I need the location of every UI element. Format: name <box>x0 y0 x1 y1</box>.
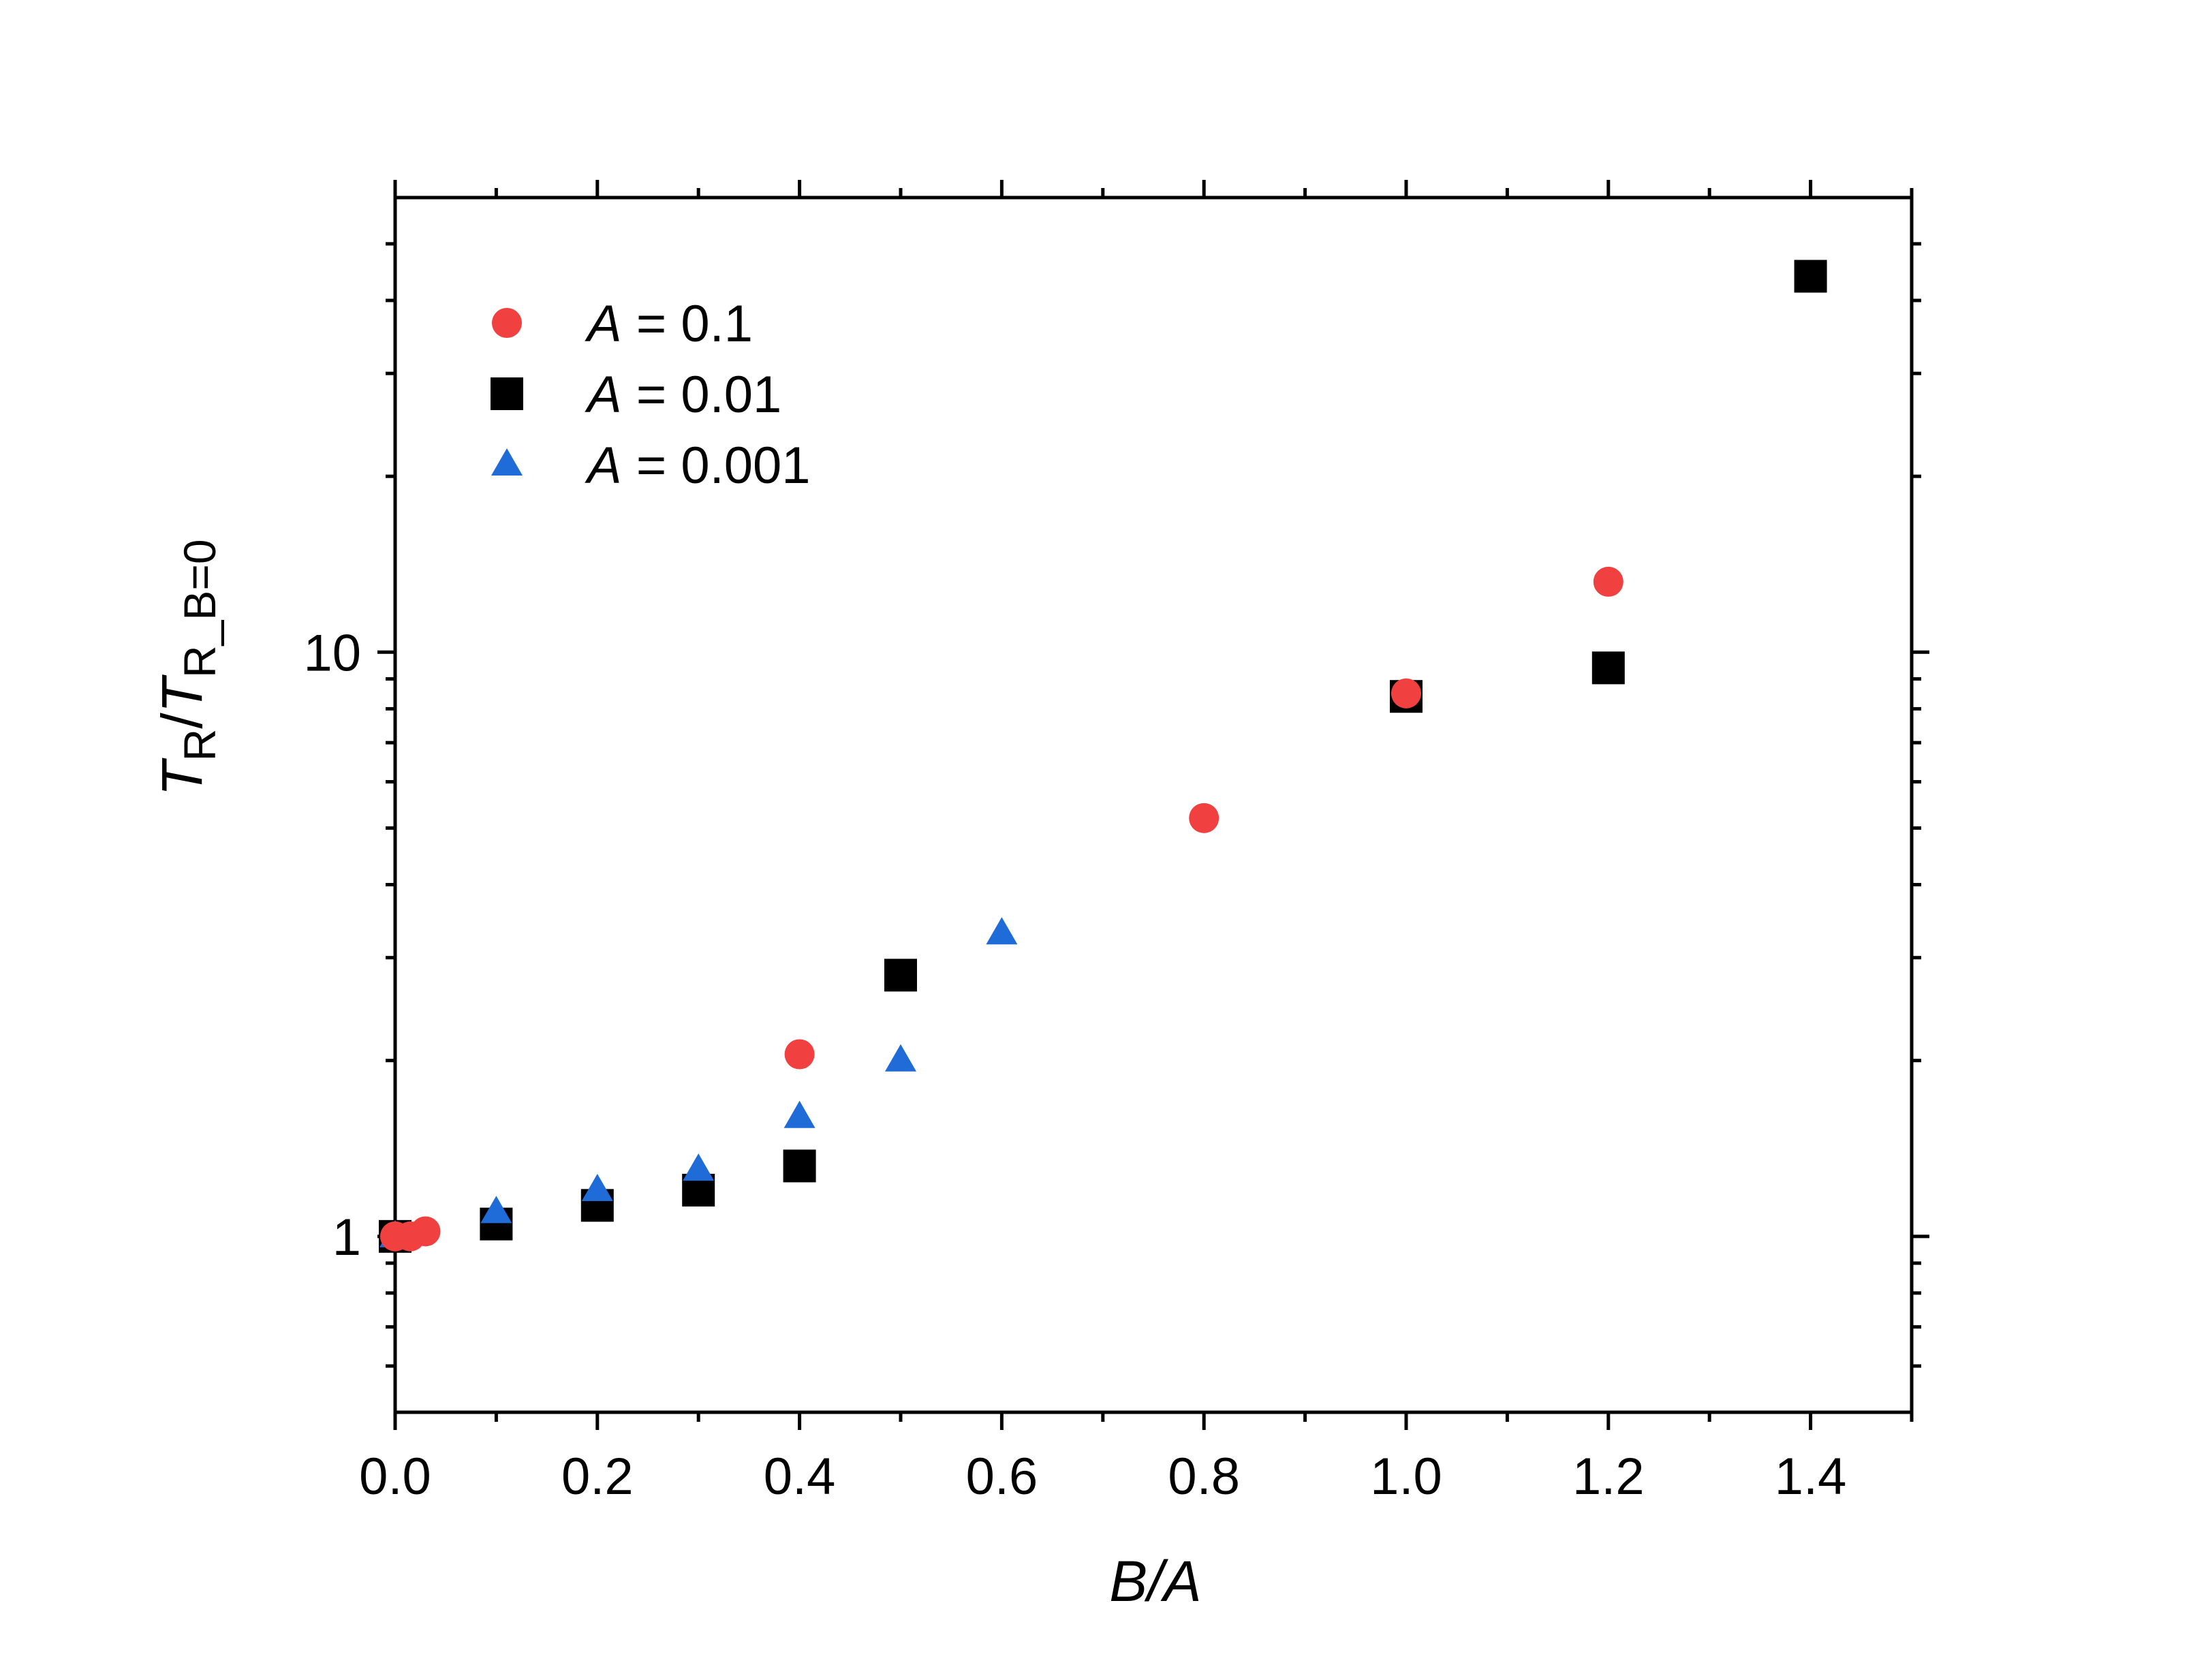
y-axis-title-slash: / <box>150 713 214 729</box>
x-tick-label: 0.0 <box>359 1448 431 1506</box>
data-point-triangle <box>581 1173 613 1201</box>
data-point-triangle <box>986 917 1018 945</box>
legend-label: A = 0.01 <box>585 366 781 424</box>
legend-marker-square <box>491 377 523 410</box>
x-tick-label: 1.4 <box>1775 1448 1847 1506</box>
x-tick-label: 1.0 <box>1370 1448 1442 1506</box>
data-point-circle <box>1189 803 1219 833</box>
data-point-triangle <box>683 1153 715 1181</box>
x-tick-label: 0.2 <box>561 1448 634 1506</box>
y-axis-title-sub2: R_B=0 <box>174 539 225 678</box>
data-point-triangle <box>783 1100 815 1128</box>
data-point-triangle <box>480 1196 512 1224</box>
legend-label: A = 0.1 <box>585 295 753 353</box>
y-tick-label: 10 <box>303 624 361 682</box>
legend-marker-circle <box>492 308 522 338</box>
svg-text:TR/TR_B=0: TR/TR_B=0 <box>150 539 225 796</box>
y-axis-title-t1: T <box>150 758 214 796</box>
x-tick-label: 0.4 <box>764 1448 836 1506</box>
data-points <box>379 260 1827 1253</box>
data-point-circle <box>1391 678 1421 709</box>
data-point-circle <box>410 1216 441 1247</box>
x-axis-title: B/A <box>1109 1549 1201 1613</box>
legend: A = 0.1 A = 0.01 A = 0.001 <box>491 295 811 495</box>
y-axis-title-t2: T <box>150 674 214 713</box>
y-axis-title-sub1: R <box>174 729 225 762</box>
data-point-square <box>884 959 917 992</box>
data-point-square <box>783 1149 816 1183</box>
data-point-circle <box>784 1039 815 1070</box>
data-point-circle <box>1593 566 1623 597</box>
x-tick-label: 1.2 <box>1572 1448 1645 1506</box>
y-axis-title: TR/TR_B=0 <box>150 539 225 796</box>
data-point-square <box>1794 260 1827 293</box>
plot-frame <box>393 196 1914 1414</box>
legend-label: A = 0.001 <box>585 437 811 495</box>
x-tick-label: 0.8 <box>1168 1448 1240 1506</box>
axes: 0.0 0.2 0.4 0.6 0.8 1.0 1.2 1.4 1 10 <box>303 180 1929 1506</box>
y-tick-label: 1 <box>332 1209 361 1266</box>
data-point-triangle <box>885 1044 916 1072</box>
data-point-square <box>1591 651 1625 685</box>
x-tick-label: 0.6 <box>966 1448 1038 1506</box>
legend-marker-triangle <box>491 448 523 476</box>
